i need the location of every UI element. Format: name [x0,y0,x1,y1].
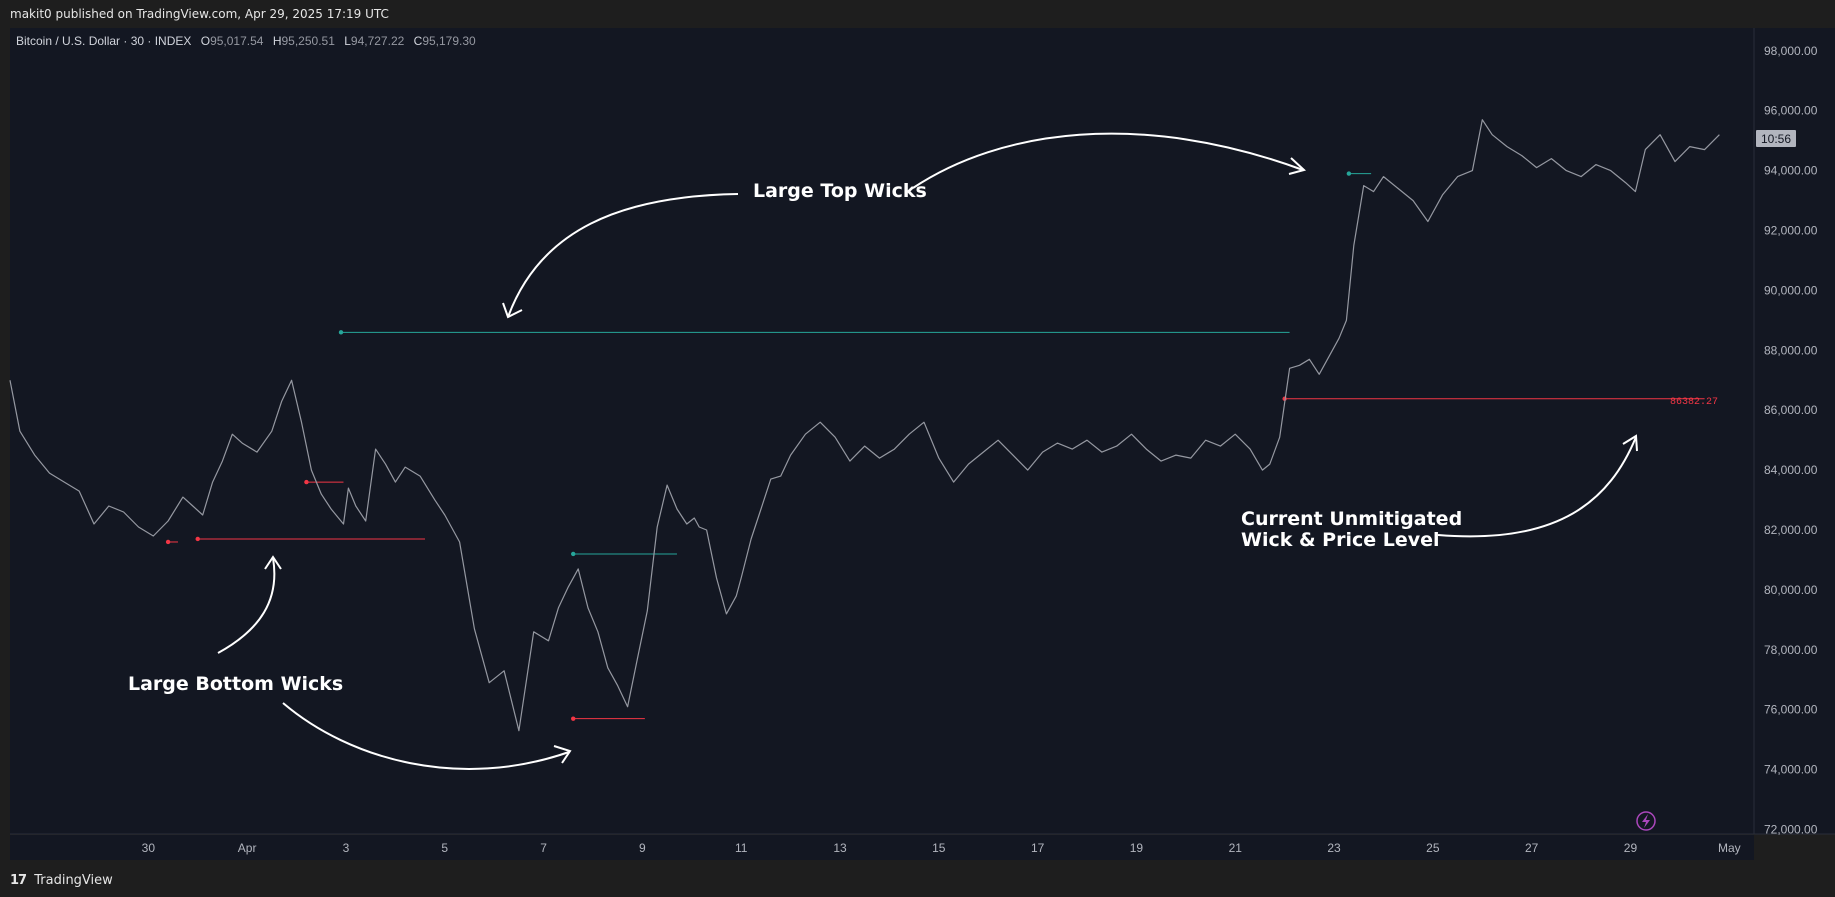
brand-bar: 17 TradingView [0,864,1835,897]
top-wicks-arrow-left [507,193,739,318]
low-label: L [344,34,351,48]
annotation-bottom-wicks: Large Bottom Wicks [128,673,343,695]
price-tick-label: 94,000.00 [1764,164,1818,178]
time-tick-label: 23 [1327,841,1341,855]
annotation-current-line2: Wick & Price Level [1241,529,1440,551]
annotation-top-wicks: Large Top Wicks [753,180,927,202]
price-tick-label: 78,000.00 [1764,643,1818,657]
time-tick-label: 13 [833,841,847,855]
time-tick-label: 11 [735,841,748,855]
brand-name[interactable]: TradingView [34,873,113,888]
price-tick-label: 98,000.00 [1764,44,1818,58]
open-label: O [201,34,210,48]
time-tick-label: 15 [932,841,946,855]
bottom-wick-level-anchor [304,479,309,485]
top-wick-level-anchor [571,551,576,557]
symbol-legend[interactable]: Bitcoin / U.S. Dollar · 30 · INDEX O95,0… [16,34,476,48]
bottom-wicks-arrow-down [282,702,570,770]
symbol-name: Bitcoin / U.S. Dollar · 30 · INDEX [16,34,191,48]
time-tick-label: 29 [1624,841,1638,855]
price-tick-label: 72,000.00 [1764,823,1818,837]
top-wicks-arrowhead-right [1288,157,1307,175]
close-value: 95,179.30 [422,34,476,48]
bottom-wicks-arrowhead-down [553,745,572,764]
bottom-wick-level-anchor [571,716,576,721]
price-tick-label: 76,000.00 [1764,703,1818,717]
time-tick-label: 9 [639,841,646,855]
top-wicks-arrowhead-left [502,302,523,319]
time-axis-background[interactable] [10,835,1754,860]
time-tick-label: May [1718,841,1741,855]
publisher-text: makit0 published on TradingView.com, Apr… [10,7,389,21]
time-tick-label: 5 [441,841,448,855]
time-tick-label: 21 [1229,841,1243,855]
time-tick-label: 30 [142,841,156,855]
price-tick-label: 80,000.00 [1764,583,1818,597]
current-level-arrowhead [1622,434,1638,452]
countdown-text: 10:56 [1761,132,1791,146]
tradingview-logo-icon[interactable]: 17 [10,873,27,888]
price-tick-label: 90,000.00 [1764,283,1818,297]
bottom-wick-level-anchor [165,539,171,545]
top-wick-level-anchor [338,330,344,335]
bottom-wick-level-anchor [195,536,200,542]
time-tick-label: 3 [343,841,350,855]
annotation-current-line1: Current Unmitigated [1241,508,1462,530]
price-tick-label: 82,000.00 [1764,523,1818,537]
time-tick-label: 27 [1525,841,1539,855]
price-tick-label: 92,000.00 [1764,224,1818,238]
price-tick-label: 88,000.00 [1764,343,1818,357]
level-value-label: 86382.27 [1670,397,1718,408]
wick-levels [165,171,1705,721]
top-wicks-arrow-right [912,132,1304,189]
price-tick-label: 84,000.00 [1764,463,1818,477]
countdown-badge: 10:56 [1756,130,1796,147]
current-level-arrow [1437,436,1637,538]
top-wick-level-anchor [1346,171,1352,176]
price-tick-label: 86,000.00 [1764,403,1818,417]
time-tick-label: 25 [1426,841,1440,855]
price-tick-label: 74,000.00 [1764,763,1818,777]
price-series-line[interactable] [9,119,1720,732]
svg-text:Bitcoin / U.S. Dollar · 30 · I: Bitcoin / U.S. Dollar · 30 · INDEX O95,0… [16,34,476,48]
plot-background [10,28,1754,834]
price-axis-background[interactable] [1754,28,1835,834]
close-label: C [414,34,423,48]
lightning-icon[interactable] [1636,811,1656,831]
time-tick-label: 17 [1031,841,1045,855]
low-value: 94,727.22 [351,34,405,48]
time-axis: 30 Apr 3 5 7 9 11 13 15 17 19 21 23 25 27 29 May [142,841,1741,855]
time-tick-label: 7 [540,841,547,855]
price-axis: 72,000.00 74,000.00 76,000.00 78,000.00 80,0… [1764,44,1818,837]
high-label: H [273,34,282,48]
high-value: 95,250.51 [281,34,335,48]
bottom-wicks-arrowhead-up [264,555,282,570]
time-tick-label: Apr [238,841,257,855]
open-value: 95,017.54 [210,34,264,48]
publisher-bar: makit0 published on TradingView.com, Apr… [0,0,1835,28]
annotation-arrows [217,132,1638,770]
price-tick-label: 96,000.00 [1764,104,1818,118]
bottom-wicks-arrow-up [217,557,276,654]
time-tick-label: 19 [1130,841,1144,855]
